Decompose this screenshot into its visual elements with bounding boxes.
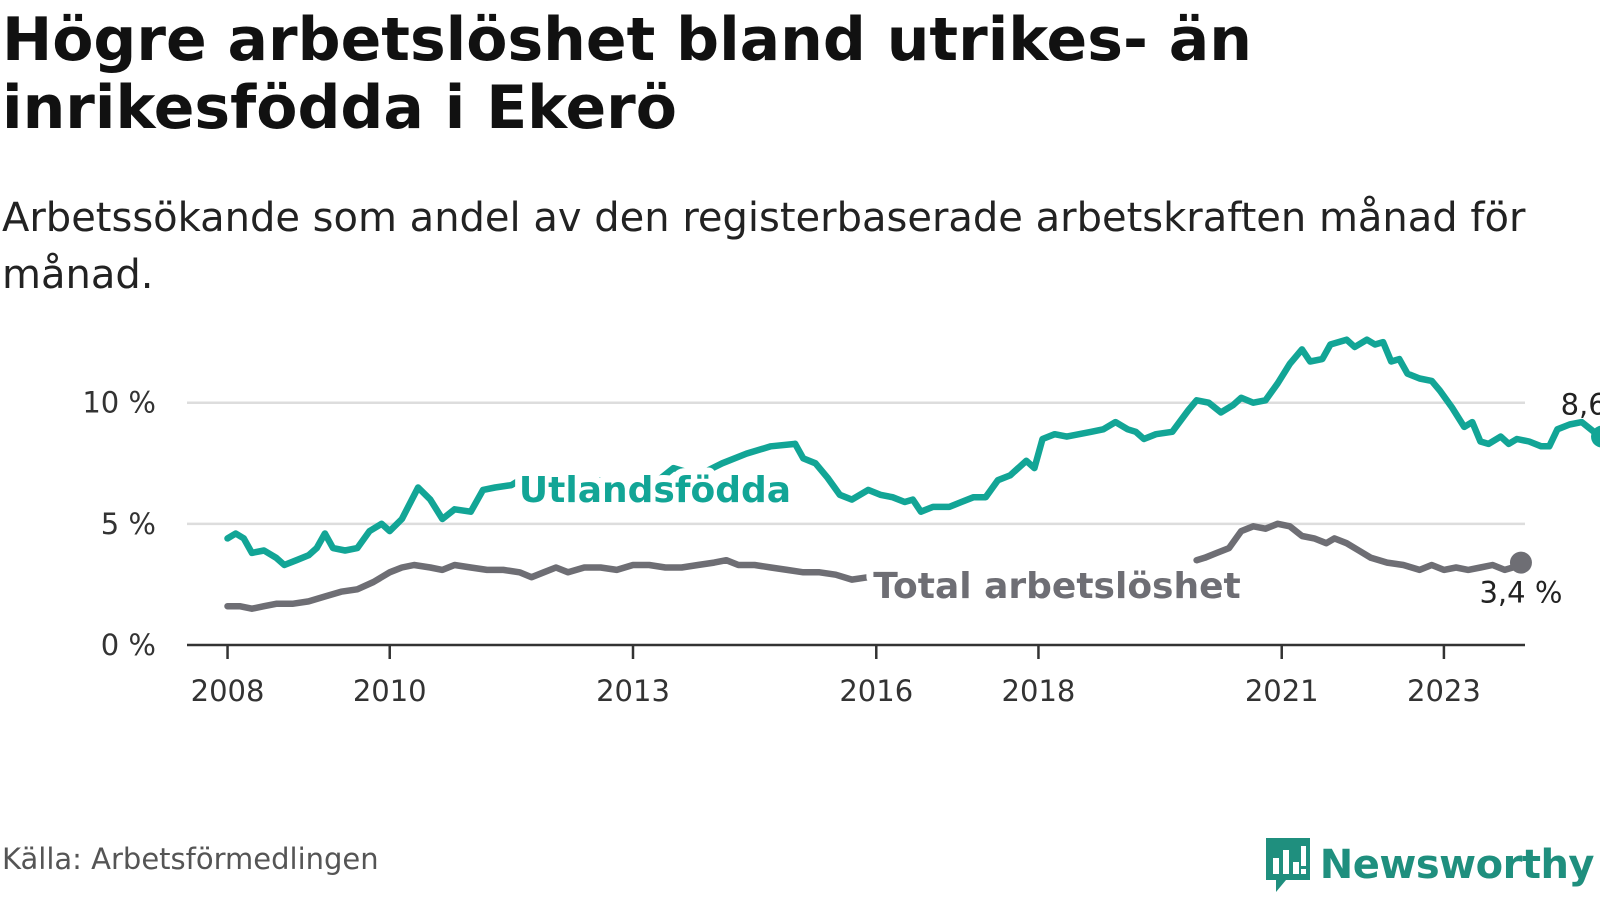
x-tick-label: 2010 (353, 674, 427, 708)
newsworthy-logo-icon (1265, 838, 1310, 892)
end-point-utlandsfodda (1591, 425, 1600, 448)
x-tick-label: 2021 (1245, 674, 1319, 708)
series-lines (224, 336, 1600, 612)
chart-subtitle: Arbetssökande som andel av den registerb… (2, 195, 1526, 298)
chart-title: Högre arbetslöshet bland utrikes- än inr… (2, 5, 1252, 143)
x-tick-label: 2013 (596, 674, 670, 708)
newsworthy-logo[interactable]: Newsworthy (1264, 836, 1595, 894)
x-tick-label: 2016 (839, 674, 913, 708)
end-value-label: 3,4 % (1479, 576, 1562, 610)
newsworthy-logo-text: Newsworthy (1319, 842, 1595, 888)
series-labels: 8,6 % 3,4 % Utlandsfödda Total arbetslöshet (512, 388, 1600, 614)
end-value-label: 8,6 % (1561, 388, 1600, 422)
x-tick-label: 2008 (191, 674, 265, 708)
series-label-total: Total arbetslöshet (873, 566, 1241, 607)
gridlines (187, 401, 1525, 526)
end-point-total (1509, 551, 1532, 574)
line-chart: 8,6 % 3,4 % Utlandsfödda Total arbetslöshet… (82, 336, 1600, 708)
series-line-total (1193, 520, 1525, 574)
x-tick-label: 2018 (1002, 674, 1076, 708)
y-tick-label: 10 % (82, 386, 156, 420)
series-label-utlandsfodda: Utlandsfödda (519, 470, 791, 511)
series-line-utlandsfodda (597, 440, 799, 491)
x-tick-label: 2023 (1407, 674, 1481, 708)
y-tick-label: 0 % (101, 628, 156, 662)
source-note: Källa: Arbetsförmedlingen (2, 842, 379, 876)
y-tick-label: 5 % (101, 507, 156, 541)
axes: 0 % 5 % 10 % 2008 2010 2013 2016 2018 2021 2023 (82, 386, 1525, 708)
series-line-total (224, 556, 904, 612)
series-line-utlandsfodda (224, 474, 580, 569)
series-line-utlandsfodda (791, 336, 1600, 515)
